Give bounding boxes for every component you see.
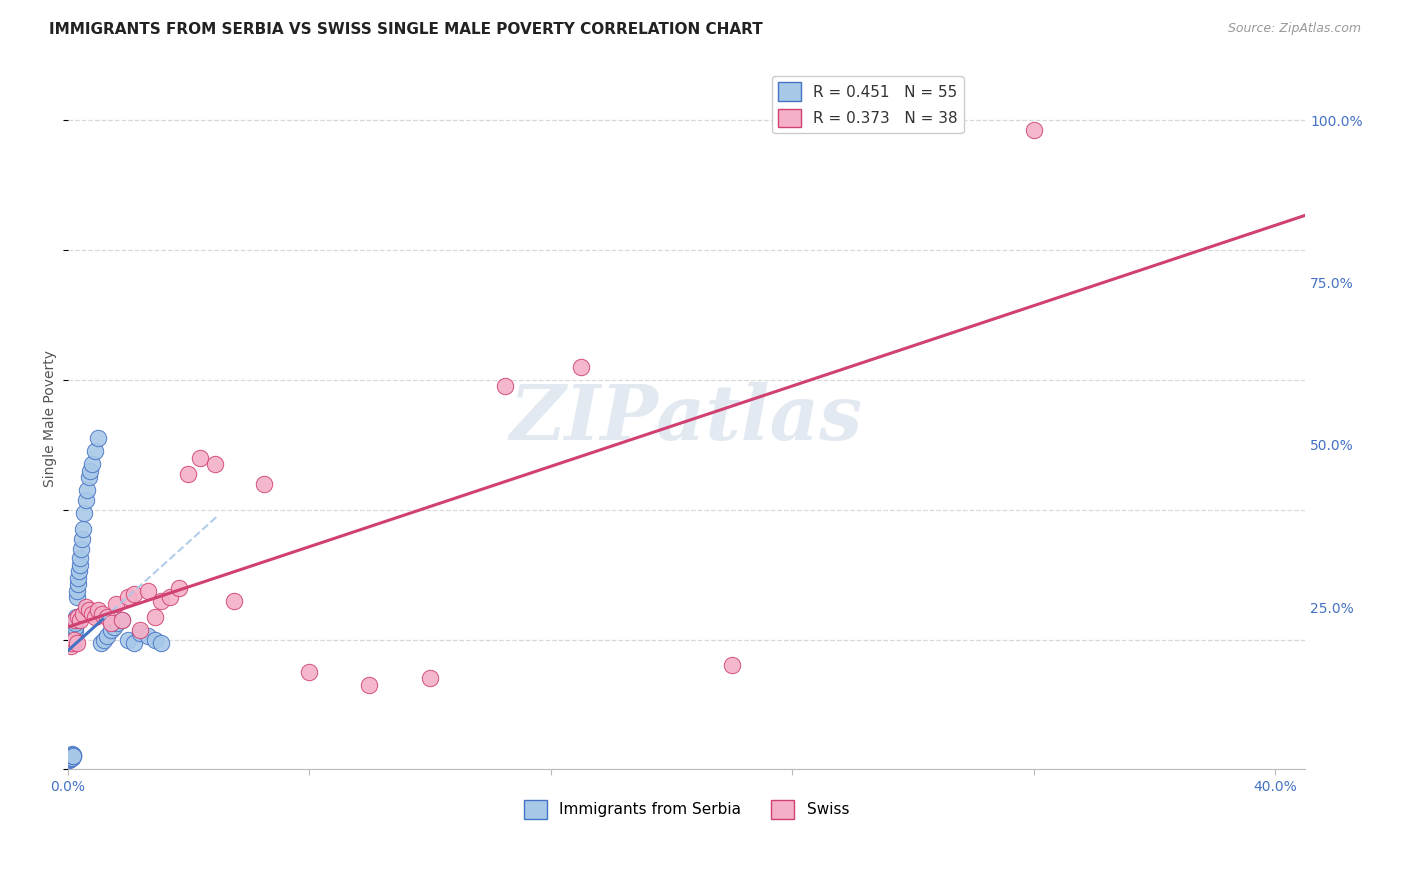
Point xyxy=(60,750,83,764)
Point xyxy=(136,583,159,598)
Point xyxy=(65,616,87,631)
Point xyxy=(150,593,173,607)
Point xyxy=(76,483,98,498)
Point xyxy=(75,600,97,615)
Point xyxy=(58,749,80,764)
Point xyxy=(60,749,83,764)
Legend: Immigrants from Serbia, Swiss: Immigrants from Serbia, Swiss xyxy=(517,794,855,825)
Point xyxy=(83,610,105,624)
Point xyxy=(103,619,125,633)
Point xyxy=(419,672,441,686)
Point xyxy=(359,678,381,692)
Point xyxy=(122,587,145,601)
Text: ZIPatlas: ZIPatlas xyxy=(510,382,863,456)
Point xyxy=(60,750,83,764)
Point xyxy=(105,616,128,631)
Point xyxy=(62,632,84,647)
Point xyxy=(60,747,83,762)
Point xyxy=(62,748,84,763)
Point xyxy=(93,632,115,647)
Text: Source: ZipAtlas.com: Source: ZipAtlas.com xyxy=(1227,22,1361,36)
Point xyxy=(77,470,100,484)
Point xyxy=(66,577,89,591)
Point xyxy=(117,591,139,605)
Point xyxy=(60,636,83,650)
Point xyxy=(91,607,114,621)
Point xyxy=(100,616,122,631)
Point xyxy=(569,359,592,374)
Point xyxy=(87,603,110,617)
Point xyxy=(104,597,127,611)
Point xyxy=(96,610,118,624)
Point xyxy=(80,607,103,621)
Point xyxy=(65,636,87,650)
Point xyxy=(63,613,86,627)
Text: IMMIGRANTS FROM SERBIA VS SWISS SINGLE MALE POVERTY CORRELATION CHART: IMMIGRANTS FROM SERBIA VS SWISS SINGLE M… xyxy=(49,22,763,37)
Point xyxy=(83,444,105,458)
Point xyxy=(298,665,321,679)
Point xyxy=(59,639,82,653)
Point xyxy=(63,632,86,647)
Point xyxy=(59,750,82,764)
Point xyxy=(167,581,190,595)
Point xyxy=(63,623,86,637)
Point xyxy=(62,636,84,650)
Point xyxy=(75,493,97,508)
Point xyxy=(117,632,139,647)
Point xyxy=(67,571,90,585)
Point xyxy=(59,752,82,766)
Point xyxy=(720,658,742,673)
Point xyxy=(111,613,134,627)
Point xyxy=(65,591,87,605)
Y-axis label: Single Male Poverty: Single Male Poverty xyxy=(44,351,58,487)
Point xyxy=(67,565,90,579)
Point xyxy=(77,603,100,617)
Point xyxy=(90,636,112,650)
Point xyxy=(70,541,93,556)
Point xyxy=(122,636,145,650)
Point xyxy=(58,753,80,767)
Point xyxy=(150,636,173,650)
Point xyxy=(80,458,103,472)
Point xyxy=(69,551,91,566)
Point xyxy=(72,607,94,621)
Point xyxy=(70,532,93,546)
Point xyxy=(159,591,181,605)
Point xyxy=(63,629,86,643)
Point xyxy=(59,751,82,765)
Point xyxy=(79,464,101,478)
Point xyxy=(111,613,134,627)
Point xyxy=(65,610,87,624)
Point xyxy=(69,558,91,572)
Point xyxy=(69,613,91,627)
Point xyxy=(1022,123,1045,137)
Point xyxy=(190,450,212,465)
Point xyxy=(62,747,84,762)
Point xyxy=(96,629,118,643)
Point xyxy=(60,747,83,762)
Point xyxy=(87,431,110,445)
Point xyxy=(143,610,166,624)
Point xyxy=(62,749,84,764)
Point xyxy=(67,610,90,624)
Point xyxy=(222,593,245,607)
Point xyxy=(253,476,276,491)
Point xyxy=(129,626,152,640)
Point xyxy=(66,583,89,598)
Point xyxy=(143,632,166,647)
Point xyxy=(129,623,152,637)
Point xyxy=(177,467,200,481)
Point xyxy=(100,623,122,637)
Point xyxy=(72,522,94,536)
Point xyxy=(59,748,82,763)
Point xyxy=(73,506,96,520)
Point xyxy=(494,379,516,393)
Point xyxy=(204,458,226,472)
Point xyxy=(63,626,86,640)
Point xyxy=(136,629,159,643)
Point xyxy=(63,619,86,633)
Point xyxy=(65,613,87,627)
Point xyxy=(59,750,82,764)
